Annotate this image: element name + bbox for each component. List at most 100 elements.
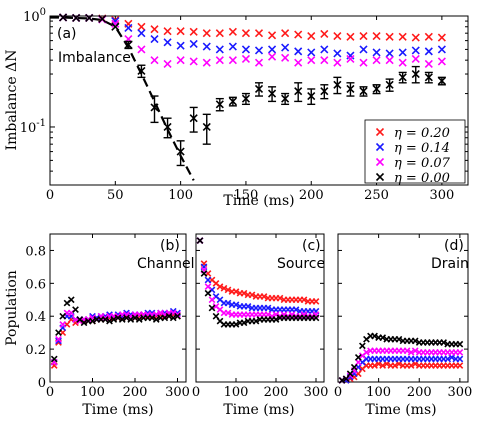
x-tick-label: 50 [107, 188, 124, 203]
data-point [176, 41, 185, 50]
series-1 [196, 237, 320, 315]
error-bar [150, 95, 159, 124]
data-point [72, 13, 81, 23]
data-point [189, 57, 198, 66]
data-point [161, 314, 169, 322]
data-point [411, 54, 420, 64]
data-point [241, 45, 251, 54]
x-tick-label: 0 [334, 385, 342, 400]
x-tick-label: 300 [447, 385, 472, 400]
error-bar [202, 113, 211, 145]
data-point [67, 296, 75, 304]
data-point [204, 283, 212, 290]
data-point [424, 73, 433, 82]
data-point [359, 45, 368, 54]
data-point [411, 69, 420, 79]
data-point [391, 362, 399, 369]
data-point [150, 103, 159, 112]
panel-c-data-points [196, 237, 320, 328]
data-point [163, 27, 172, 36]
data-point [228, 56, 237, 65]
data-point [254, 58, 264, 67]
data-point [240, 289, 248, 297]
legend-marker [375, 142, 385, 152]
data-point [55, 335, 62, 343]
data-point [228, 42, 237, 51]
data-point [281, 53, 290, 62]
series-3 [196, 237, 320, 328]
panel-a-data-points [58, 13, 446, 167]
panel-d-xlabel: Time (ms) [365, 402, 436, 418]
panel-c-title: Source [277, 256, 325, 272]
data-point [110, 316, 118, 323]
data-point [372, 31, 381, 41]
data-point [333, 31, 342, 41]
x-tick-label: 200 [407, 385, 432, 400]
data-point [59, 312, 67, 320]
x-tick-label: 200 [123, 385, 148, 400]
data-point [363, 349, 370, 356]
data-point [444, 355, 452, 363]
y-tick-label: 0.2 [25, 343, 46, 358]
data-point [354, 353, 362, 361]
data-point [346, 51, 355, 60]
y-tick-label: 0.8 [25, 244, 46, 259]
data-point [379, 362, 387, 369]
data-point [281, 94, 290, 103]
data-point [176, 147, 185, 156]
data-point [85, 13, 94, 23]
data-point [169, 314, 177, 322]
panel-c-label: (c) [302, 238, 321, 254]
data-point [346, 84, 355, 94]
data-point [241, 29, 251, 38]
legend-entry: η = 0.07 [394, 156, 451, 171]
data-point [204, 289, 212, 297]
panel-a-label: (a) [57, 26, 77, 42]
data-point [111, 19, 120, 28]
data-point [202, 29, 211, 38]
data-point [346, 54, 355, 64]
data-point [163, 38, 172, 47]
x-tick-label: 250 [364, 188, 389, 203]
data-point [307, 56, 316, 65]
data-point [411, 33, 420, 42]
legend-marker [375, 172, 385, 182]
data-point [244, 302, 252, 310]
data-point [359, 87, 368, 96]
data-point [224, 309, 232, 317]
data-point [333, 58, 342, 67]
data-point [150, 34, 159, 44]
x-tick-label: 100 [224, 385, 249, 400]
data-point [165, 312, 173, 320]
data-point [131, 314, 139, 322]
data-point [294, 87, 303, 96]
panel-a-frame [49, 15, 469, 186]
panel-a-xlabel: Time (ms) [223, 193, 294, 209]
panel-b-ticks: 0 100 200 300 0 0.2 0.4 0.6 0.8 [25, 234, 190, 400]
data-point [137, 22, 146, 31]
panel-b-xlabel: Time (ms) [82, 402, 153, 418]
data-point [59, 321, 67, 328]
data-point [407, 362, 415, 369]
data-point [379, 334, 387, 341]
data-point [267, 31, 277, 40]
panel-d-label: (d) [444, 238, 464, 254]
panel-c-source-chart: 0 100 200 300 (c) Source Time (ms) [192, 233, 328, 418]
data-point [333, 49, 342, 58]
data-point [80, 319, 88, 327]
data-point [202, 42, 211, 51]
data-point [204, 276, 212, 284]
data-point [267, 52, 277, 61]
x-tick-label: 200 [264, 385, 289, 400]
error-bar [176, 140, 185, 167]
series-3 [58, 13, 446, 167]
data-point [163, 122, 172, 132]
data-point [276, 294, 284, 302]
data-point [224, 299, 232, 307]
data-point [127, 316, 135, 323]
data-point [216, 283, 224, 290]
data-point [228, 97, 237, 106]
data-point [294, 47, 303, 56]
fit-curve-line [50, 16, 195, 181]
x-tick-label: 0 [46, 385, 54, 400]
